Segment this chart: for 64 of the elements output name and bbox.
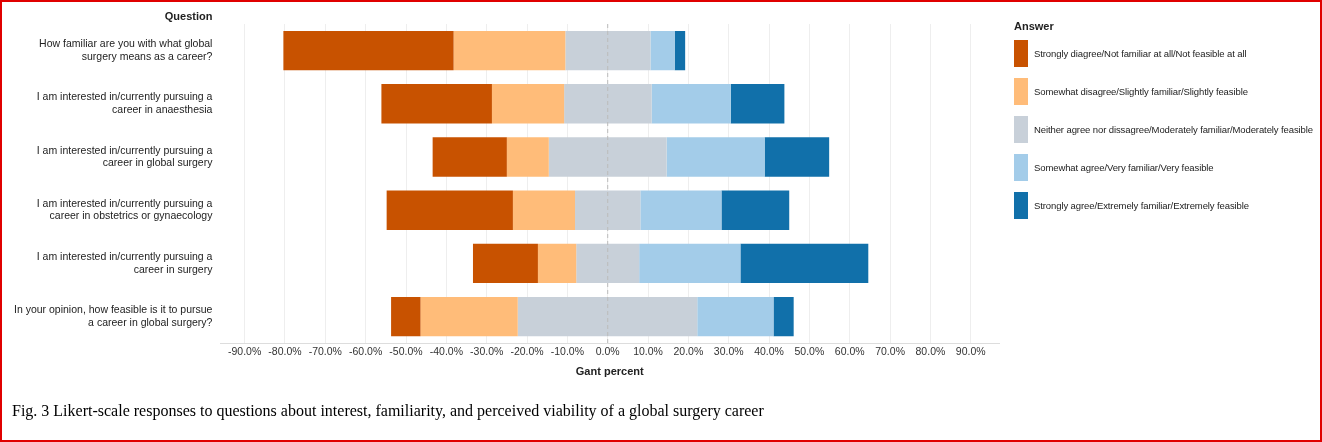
x-tick-label: 80.0% (915, 345, 946, 358)
x-tick-label: 0.0% (595, 345, 620, 358)
x-tick-label: -80.0% (268, 345, 302, 358)
x-tick-label: -70.0% (308, 345, 342, 358)
y-tick-label: I am interested in/currently pursuing a career in global surgery (36, 143, 214, 169)
bar (472, 243, 538, 284)
y-tick-label: I am interested in/currently pursuing a career in anaesthesia (36, 90, 213, 115)
x-tick-label: -40.0% (429, 345, 463, 358)
bar (575, 190, 641, 230)
x-axis-title: Gant percent (575, 365, 644, 378)
x-tick-label: 10.0% (633, 345, 663, 358)
text: Strongly diagree/Not familiar at all/Not feasible at all (1034, 48, 1247, 59)
bar (432, 137, 507, 177)
bar (381, 84, 492, 124)
x-tick-label: -50.0% (389, 345, 423, 358)
bar (512, 190, 576, 230)
bar (721, 190, 790, 230)
x-tick-label: 40.0% (754, 345, 784, 358)
x-tick-label: 60.0% (834, 345, 865, 358)
x-tick-label: -60.0% (349, 345, 383, 358)
bar (506, 137, 549, 177)
y-tick-label: How familiar are you with what global surgery means as a career? (39, 37, 213, 62)
bar (773, 296, 794, 337)
bar (740, 243, 869, 284)
x-tick-label: -90.0% (228, 345, 262, 358)
legend-title: Answer (1014, 20, 1055, 32)
bar (391, 296, 421, 337)
bar (537, 243, 577, 284)
bar (764, 137, 830, 177)
y-tick-label: I am interested in/currently pursuing a career in obstetrics or gynaecology (36, 196, 214, 222)
x-tick-label: 30.0% (713, 345, 744, 358)
x-tick-label: -30.0% (470, 345, 504, 358)
bar (640, 190, 722, 230)
bar (576, 243, 640, 284)
bar (453, 30, 566, 71)
bar (564, 84, 652, 124)
text: Strongly agree/Extremely familiar/Extremely feasible (1034, 200, 1249, 211)
y-axis-title: Question (164, 9, 213, 22)
bar (491, 84, 565, 124)
bar (565, 30, 651, 71)
x-tick-label: 50.0% (794, 345, 825, 358)
x-tick-label: 70.0% (875, 345, 905, 358)
bar (697, 296, 774, 337)
y-tick-label: I am interested in/currently pursuing a career in surgery (36, 249, 214, 275)
x-tick-label: 20.0% (673, 345, 704, 358)
x-tick-label: -20.0% (510, 345, 544, 358)
text: Neither agree nor dissagree/Moderately familiar/Moderately feasible (1034, 124, 1313, 135)
y-tick-label: In your opinion, how feasible is it to pursue a career in global surgery? (14, 303, 213, 328)
x-tick-label: -10.0% (550, 345, 585, 358)
bar (420, 296, 518, 337)
bar (639, 243, 741, 284)
bar (666, 137, 765, 177)
bar (674, 30, 686, 71)
bar (548, 137, 667, 177)
bar (650, 30, 675, 71)
text: Somewhat disagree/Slightly familiar/Slightly feasible (1034, 86, 1248, 97)
caption: Fig. 3 Likert-scale responses to questions about interest, familiarity, and perceived viability of a global surgery career (12, 402, 764, 420)
bar (283, 30, 454, 71)
bar (386, 190, 513, 230)
bar (730, 84, 785, 124)
x-tick-label: 90.0% (955, 345, 986, 358)
bar (517, 296, 698, 337)
text: Somewhat agree/Very familiar/Very feasible (1034, 162, 1214, 173)
bar (651, 84, 731, 124)
